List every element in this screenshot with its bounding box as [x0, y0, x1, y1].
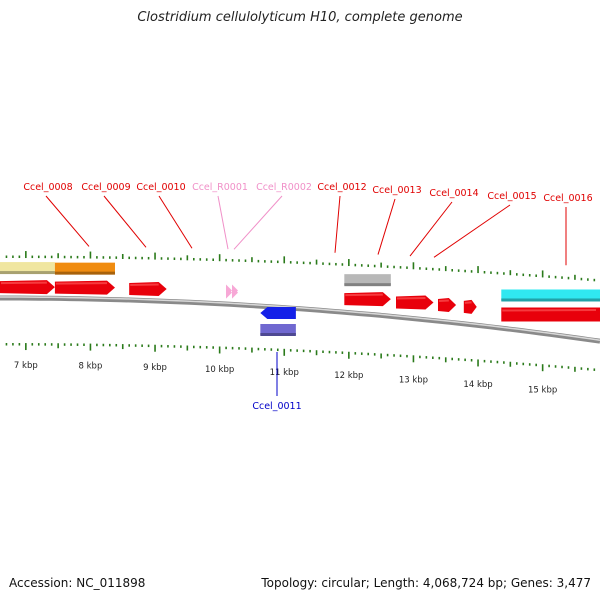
- genome-summary-text: Topology: circular; Length: 4,068,724 bp…: [261, 576, 591, 590]
- scale-label: 14 kbp: [463, 380, 492, 390]
- rna-arrow: [226, 286, 232, 299]
- cds-arrow-highlight: [0, 281, 47, 285]
- gene-label-leader: [377, 198, 396, 255]
- rna-arrow: [232, 286, 238, 299]
- gene-label: Ccel_0015: [487, 191, 536, 202]
- cds-arrow-highlight: [502, 308, 597, 312]
- gene-label-leader: [103, 195, 147, 248]
- cog-bar-shadow: [0, 271, 55, 275]
- cog-bar: [344, 274, 391, 286]
- cog-bar-shadow: [344, 283, 391, 287]
- map-title: Clostridium cellulolyticum H10, complete…: [137, 10, 463, 25]
- gene-label: Ccel_0009: [81, 182, 130, 193]
- gene-label-leader: [433, 204, 511, 258]
- cds-arrow-highlight: [464, 301, 472, 304]
- scale-label: 12 kbp: [334, 371, 363, 381]
- cds-arrow-highlight: [345, 293, 383, 297]
- cds-arrow-highlight: [396, 296, 426, 300]
- gene-label-leader: [409, 201, 453, 257]
- reverse-cog-bar: [260, 324, 296, 335]
- gene-label-leader: [45, 195, 90, 247]
- gene-label-leader: [233, 195, 283, 250]
- scale-label: 9 kbp: [143, 363, 167, 373]
- gene-label-leader: [158, 195, 193, 249]
- gene-label: Ccel_0013: [372, 185, 421, 196]
- genome-backbone-highlight: [0, 296, 600, 341]
- scale-label: 15 kbp: [528, 386, 557, 396]
- cog-bar: [54, 262, 115, 274]
- scale-label: 7 kbp: [14, 361, 38, 371]
- cds-arrow-highlight: [55, 282, 107, 285]
- gene-label: Ccel_0014: [429, 188, 478, 199]
- cds-arrow-highlight: [438, 299, 449, 302]
- gene-label: Ccel_0010: [136, 182, 185, 193]
- cog-bar-shadow: [54, 271, 115, 275]
- reverse-cds-arrow: [260, 307, 296, 319]
- scale-label: 10 kbp: [205, 365, 234, 375]
- gene-label: Ccel_R0001: [192, 182, 248, 193]
- gene-label: Ccel_R0002: [256, 182, 312, 193]
- accession-text: Accession: NC_011898: [9, 576, 146, 590]
- gene-label-leader: [334, 195, 341, 253]
- reverse-cog-bar-shadow: [260, 333, 296, 336]
- gene-label: Ccel_0016: [543, 193, 592, 204]
- genome-backbone: [0, 295, 600, 344]
- gene-label: Ccel_0011: [252, 401, 301, 412]
- cog-bar: [0, 262, 55, 274]
- gene-label: Ccel_0012: [317, 182, 366, 193]
- gene-label-leader: [217, 195, 229, 250]
- scale-label: 8 kbp: [79, 362, 103, 372]
- scale-label: 11 kbp: [270, 368, 299, 378]
- cog-bar-shadow: [501, 298, 600, 302]
- cds-arrow-highlight: [130, 283, 159, 286]
- cog-bar: [501, 289, 600, 301]
- scale-label: 13 kbp: [399, 375, 428, 385]
- gene-label: Ccel_0008: [23, 182, 72, 193]
